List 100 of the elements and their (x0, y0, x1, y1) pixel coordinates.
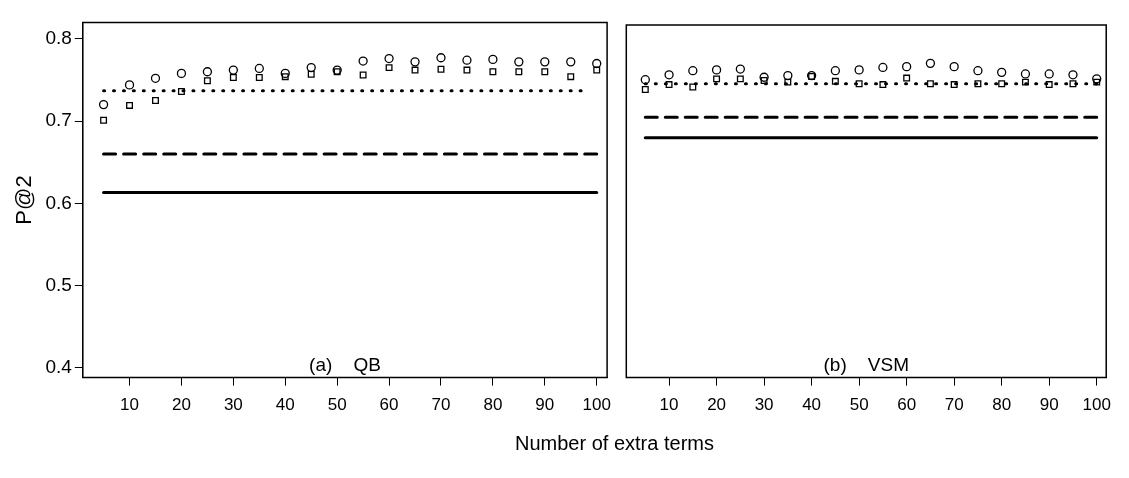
point (385, 64, 393, 72)
point (1069, 80, 1077, 88)
point (280, 68, 290, 79)
point (641, 86, 649, 93)
point (879, 81, 887, 89)
point (410, 57, 420, 67)
point (150, 73, 161, 83)
annotation: (a) QB (309, 354, 381, 376)
y-tick-label: 0.8 (45, 27, 72, 49)
point (488, 54, 498, 65)
point (997, 67, 1007, 77)
x-tick-label: 10 (659, 395, 679, 415)
point (903, 74, 911, 82)
x-axis-title: Number of extra terms (514, 432, 715, 455)
point (100, 116, 108, 124)
point (358, 56, 368, 66)
point (152, 97, 159, 104)
point (541, 68, 549, 76)
point (998, 80, 1006, 88)
point (1092, 74, 1102, 84)
point (515, 68, 523, 76)
x-tick-label: 50 (849, 395, 869, 415)
point (926, 80, 934, 88)
x-tick-label: 20 (707, 395, 727, 415)
point (949, 61, 959, 72)
x-tick-label: 30 (754, 395, 774, 415)
annotation: (b) VSM (823, 354, 910, 376)
point (359, 71, 367, 79)
x-tick-label: 30 (223, 395, 243, 415)
point (1068, 70, 1078, 80)
point (1044, 69, 1054, 79)
x-tick-label: 60 (379, 395, 399, 415)
x-tick-label: 60 (897, 395, 917, 415)
point (1093, 78, 1101, 86)
point (1045, 81, 1053, 89)
point (592, 58, 602, 69)
x-tick-label: 10 (120, 395, 139, 415)
point (950, 81, 958, 89)
x-tick-label: 20 (171, 395, 191, 415)
x-tick-label: 90 (1039, 395, 1059, 415)
point (124, 80, 135, 90)
point (713, 75, 721, 83)
point (307, 70, 315, 78)
point (759, 72, 769, 82)
point (203, 77, 211, 85)
point (760, 77, 768, 84)
point (593, 66, 601, 74)
point (98, 99, 109, 110)
point (855, 80, 863, 88)
y-tick-label: 0.6 (45, 191, 72, 213)
point (664, 70, 674, 80)
y-tick-label: 0.4 (45, 355, 73, 377)
point (176, 68, 187, 79)
point (1021, 78, 1029, 86)
point (463, 66, 471, 74)
point (411, 66, 419, 74)
point (665, 81, 673, 89)
point (540, 57, 550, 67)
point (784, 78, 792, 86)
point (255, 74, 263, 81)
point (177, 87, 185, 95)
point (854, 65, 864, 75)
point (831, 77, 839, 85)
point (783, 70, 793, 81)
point (514, 57, 524, 67)
point (878, 62, 888, 73)
point (281, 73, 289, 81)
x-tick-label: 70 (431, 395, 451, 415)
x-tick-label: 50 (327, 395, 347, 415)
point (830, 66, 841, 76)
point (973, 66, 983, 76)
point (735, 64, 745, 74)
point (126, 101, 134, 109)
x-tick-label: 80 (992, 395, 1012, 415)
point (202, 67, 213, 77)
x-tick-label: 100 (582, 395, 611, 415)
point (436, 53, 446, 63)
point (640, 75, 650, 85)
y-tick-label: 0.7 (45, 109, 72, 131)
point (306, 62, 316, 73)
point (689, 83, 697, 91)
x-tick-label: 40 (802, 395, 822, 415)
point (1020, 69, 1031, 79)
point (489, 68, 497, 76)
y-tick-label: 0.5 (45, 273, 72, 295)
point (229, 74, 237, 81)
x-tick-label: 70 (944, 395, 964, 415)
x-tick-label: 80 (483, 395, 503, 415)
x-tick-label: 40 (275, 395, 295, 415)
point (688, 66, 698, 76)
point (384, 53, 394, 64)
x-tick-label: 90 (535, 395, 555, 415)
point (462, 55, 472, 65)
point (228, 65, 238, 75)
x-tick-label: 100 (1082, 395, 1111, 415)
point (925, 58, 936, 69)
y-axis-title: P@2 (11, 175, 37, 225)
point (566, 57, 576, 67)
point (711, 65, 722, 75)
point (974, 80, 982, 88)
